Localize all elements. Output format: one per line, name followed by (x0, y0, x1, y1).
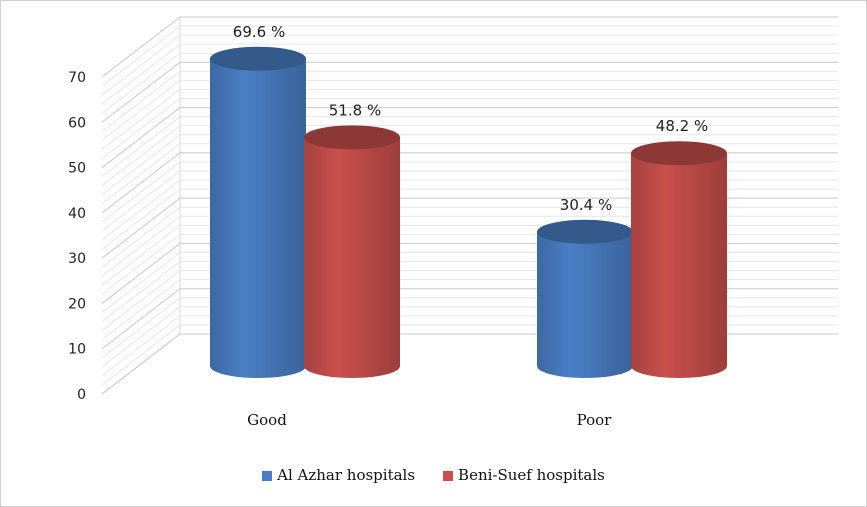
bar-body (631, 153, 727, 378)
x-category-label: Good (247, 411, 287, 429)
side-gridline-major (101, 61, 181, 123)
side-gridline-minor (101, 125, 181, 187)
bar (537, 219, 633, 378)
side-gridline-minor (101, 116, 181, 178)
y-tick-label: 20 (68, 296, 86, 312)
side-gridline-minor (101, 252, 181, 313)
side-gridline-minor (101, 261, 181, 322)
y-tick-label: 40 (68, 206, 86, 222)
legend-item: Beni-Suef hospitals (443, 466, 605, 484)
y-axis-ticks: 0 10 20 30 40 50 60 70 (68, 70, 86, 403)
side-gridline-minor (101, 188, 181, 250)
y-tick-label: 60 (68, 115, 86, 131)
y-tick-label: 0 (77, 387, 86, 403)
data-label: 51.8 % (329, 101, 381, 119)
side-gridline-minor (101, 279, 181, 341)
legend-swatch (443, 471, 454, 481)
bar-top (537, 219, 633, 244)
side-gridline-minor (101, 270, 181, 331)
side-gridline-major (101, 197, 181, 259)
side-gridline-major (101, 243, 181, 304)
y-tick-label: 10 (68, 342, 86, 358)
bar (210, 46, 306, 378)
side-gridline-minor (101, 306, 181, 368)
legend-item: Al Azhar hospitals (262, 466, 415, 484)
side-gridline-minor (101, 206, 181, 268)
bar-top (304, 125, 400, 150)
side-gridline-minor (101, 25, 181, 87)
side-gridline-minor (101, 143, 181, 205)
data-label: 48.2 % (656, 117, 708, 135)
data-label: 30.4 % (560, 196, 612, 214)
side-gridline-major (101, 107, 181, 168)
side-gridline-minor (101, 98, 181, 159)
legend-label: Al Azhar hospitals (277, 466, 416, 484)
side-gridline-minor (101, 315, 181, 377)
bars (210, 46, 727, 378)
bar-body (210, 58, 306, 378)
legend-label: Beni-Suef hospitals (458, 466, 605, 484)
bar-body (304, 137, 400, 378)
bar (304, 125, 400, 378)
x-category-label: Poor (577, 411, 613, 429)
bar-top (210, 46, 306, 71)
side-gridline-minor (101, 233, 181, 295)
side-gridline-minor (101, 70, 181, 132)
side-gridline-minor (101, 43, 181, 105)
side-gridline-minor (101, 34, 181, 96)
side-gridline-minor (101, 170, 181, 232)
side-gridline-minor (101, 324, 181, 386)
legend-swatch (262, 471, 273, 481)
legend: Al Azhar hospitals Beni-Suef hospitals (0, 465, 867, 484)
data-label: 69.6 % (233, 23, 285, 41)
y-tick-label: 30 (68, 251, 86, 267)
side-gridline-minor (101, 161, 181, 223)
bar-top (631, 141, 727, 166)
side-gridline-minor (101, 297, 181, 359)
side-gridline-major (101, 152, 181, 214)
side-gridline-major (101, 333, 181, 395)
side-gridline-minor (101, 134, 181, 196)
side-gridline-minor (101, 215, 181, 277)
y-tick-label: 70 (68, 70, 86, 86)
side-gridline-minor (101, 224, 181, 286)
y-tick-label: 50 (68, 161, 86, 177)
bar-body (537, 231, 633, 378)
x-axis-categories: Good Poor (247, 411, 612, 429)
side-gridline-minor (101, 52, 181, 114)
side-gridline-major (101, 16, 181, 78)
side-gridline-major (101, 288, 181, 350)
side-gridline-minor (101, 80, 181, 141)
side-gridline-minor (101, 89, 181, 150)
data-labels: 69.6 % 30.4 % 51.8 % 48.2 % (233, 23, 708, 214)
bar (631, 141, 727, 378)
side-gridline-minor (101, 179, 181, 241)
